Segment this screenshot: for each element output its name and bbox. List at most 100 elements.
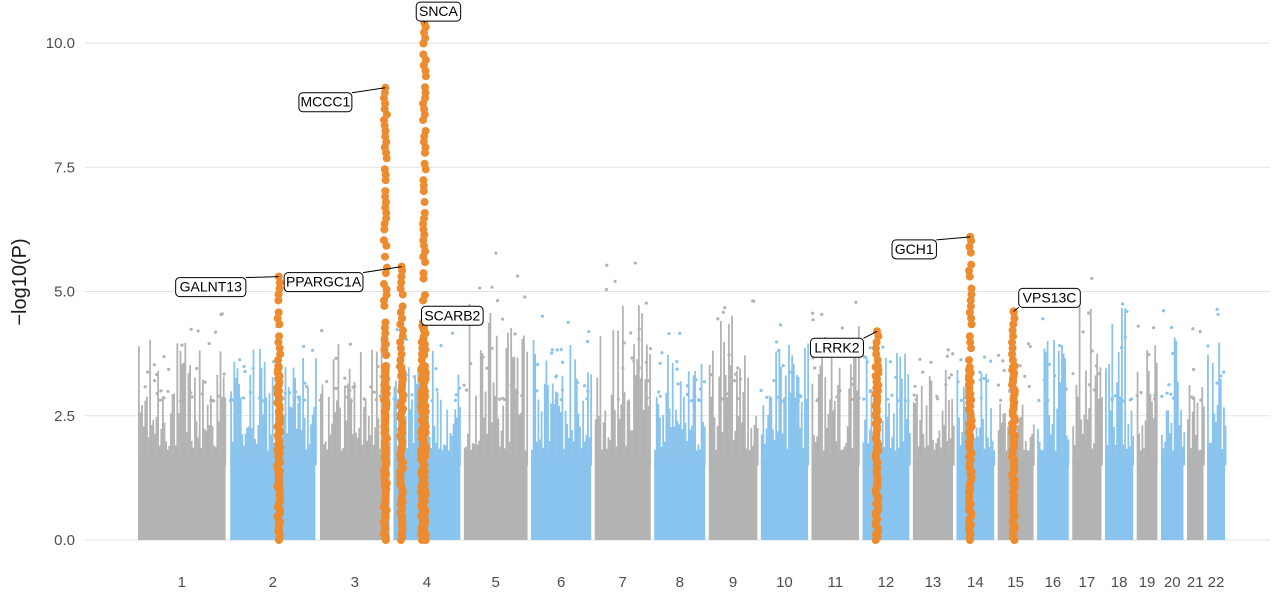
snp-column [902,441,905,466]
snp-column [824,377,827,466]
snp-point [219,396,224,400]
highlight-point [396,362,405,371]
snp-column [938,430,941,466]
snp-column [165,441,167,466]
snp-column [187,373,190,466]
snp-point [213,330,218,334]
snp-column [564,410,567,466]
snp-column [213,445,215,466]
snp-column [451,435,453,466]
snp-column [1007,426,1010,466]
snp-column [956,369,959,466]
snp-column [313,406,316,466]
snp-point [978,378,983,382]
snp-point [709,373,713,377]
snp-column [181,364,183,466]
snp-point [464,388,469,392]
y-tick-label: 2.5 [54,408,75,425]
snp-point [217,394,221,398]
snp-point [303,381,307,385]
snp-column [724,375,727,466]
snp-column [1016,425,1019,466]
snp-column [1139,450,1142,466]
highlight-point [276,350,285,359]
snp-column [697,444,700,466]
snp-column [343,388,346,466]
snp-point [947,376,951,380]
snp-column [147,436,150,466]
snp-point [1151,326,1156,330]
snp-column [457,374,460,466]
snp-column [1096,353,1099,466]
snp-column [684,422,687,466]
highlight-point [1008,356,1017,365]
chromosome-3-dense-band [319,460,390,540]
snp-column [471,443,474,466]
snp-column [571,429,573,466]
snp-column [1178,425,1181,466]
snp-column [236,368,239,466]
snp-column [487,322,490,466]
snp-column [178,412,180,466]
snp-column [946,440,949,466]
snp-column [961,432,964,466]
snp-point [685,392,689,397]
snp-column [174,445,177,466]
snp-column [551,383,554,466]
snp-column [231,441,234,466]
snp-point [334,386,338,391]
snp-point [454,393,458,397]
highlight-point [874,362,883,371]
snp-column [927,445,930,466]
gene-label-text: GALNT13 [180,279,242,295]
snp-column [337,344,340,466]
snp-column [625,445,627,466]
gene-label-scarb2: SCARB2 [421,305,484,327]
snp-column [609,439,611,466]
snp-column [539,439,541,466]
snp-column [631,430,634,466]
snp-column [983,448,986,466]
snp-column [922,434,925,466]
snp-column [211,425,214,466]
snp-column [604,410,607,466]
snp-column [255,443,258,466]
snp-point [490,346,494,350]
snp-column [266,450,269,466]
gene-label-ppargc1a: PPARGC1A [283,266,402,293]
snp-point [1153,393,1157,398]
snp-column [1175,340,1178,466]
snp-point [434,367,438,371]
snp-column [155,416,158,466]
snp-column [537,399,540,466]
snp-column [230,391,232,466]
snp-point [485,366,489,370]
snp-column [949,438,952,466]
snp-column [1202,406,1205,466]
snp-point [723,306,727,310]
snp-column [587,372,589,466]
snp-column [848,388,851,466]
snp-column [1213,413,1216,466]
chromosome-10-dense-band [760,460,809,540]
snp-point [727,353,731,357]
snp-column [700,363,703,466]
snp-column [518,414,521,466]
snp-point [732,379,737,383]
snp-point [430,399,434,403]
snp-point [685,384,689,388]
snp-column [173,393,175,466]
x-tick-label: 6 [557,574,565,591]
snp-column [615,446,618,466]
snp-point [1047,362,1051,367]
snp-point [450,331,455,335]
snp-column [361,444,364,466]
snp-column [997,430,1000,466]
snp-column [481,353,484,466]
snp-column [642,410,645,466]
snp-column [840,450,843,466]
snp-column [739,368,741,466]
snp-column [819,365,822,466]
snp-point [737,396,741,401]
snp-point [462,383,466,387]
